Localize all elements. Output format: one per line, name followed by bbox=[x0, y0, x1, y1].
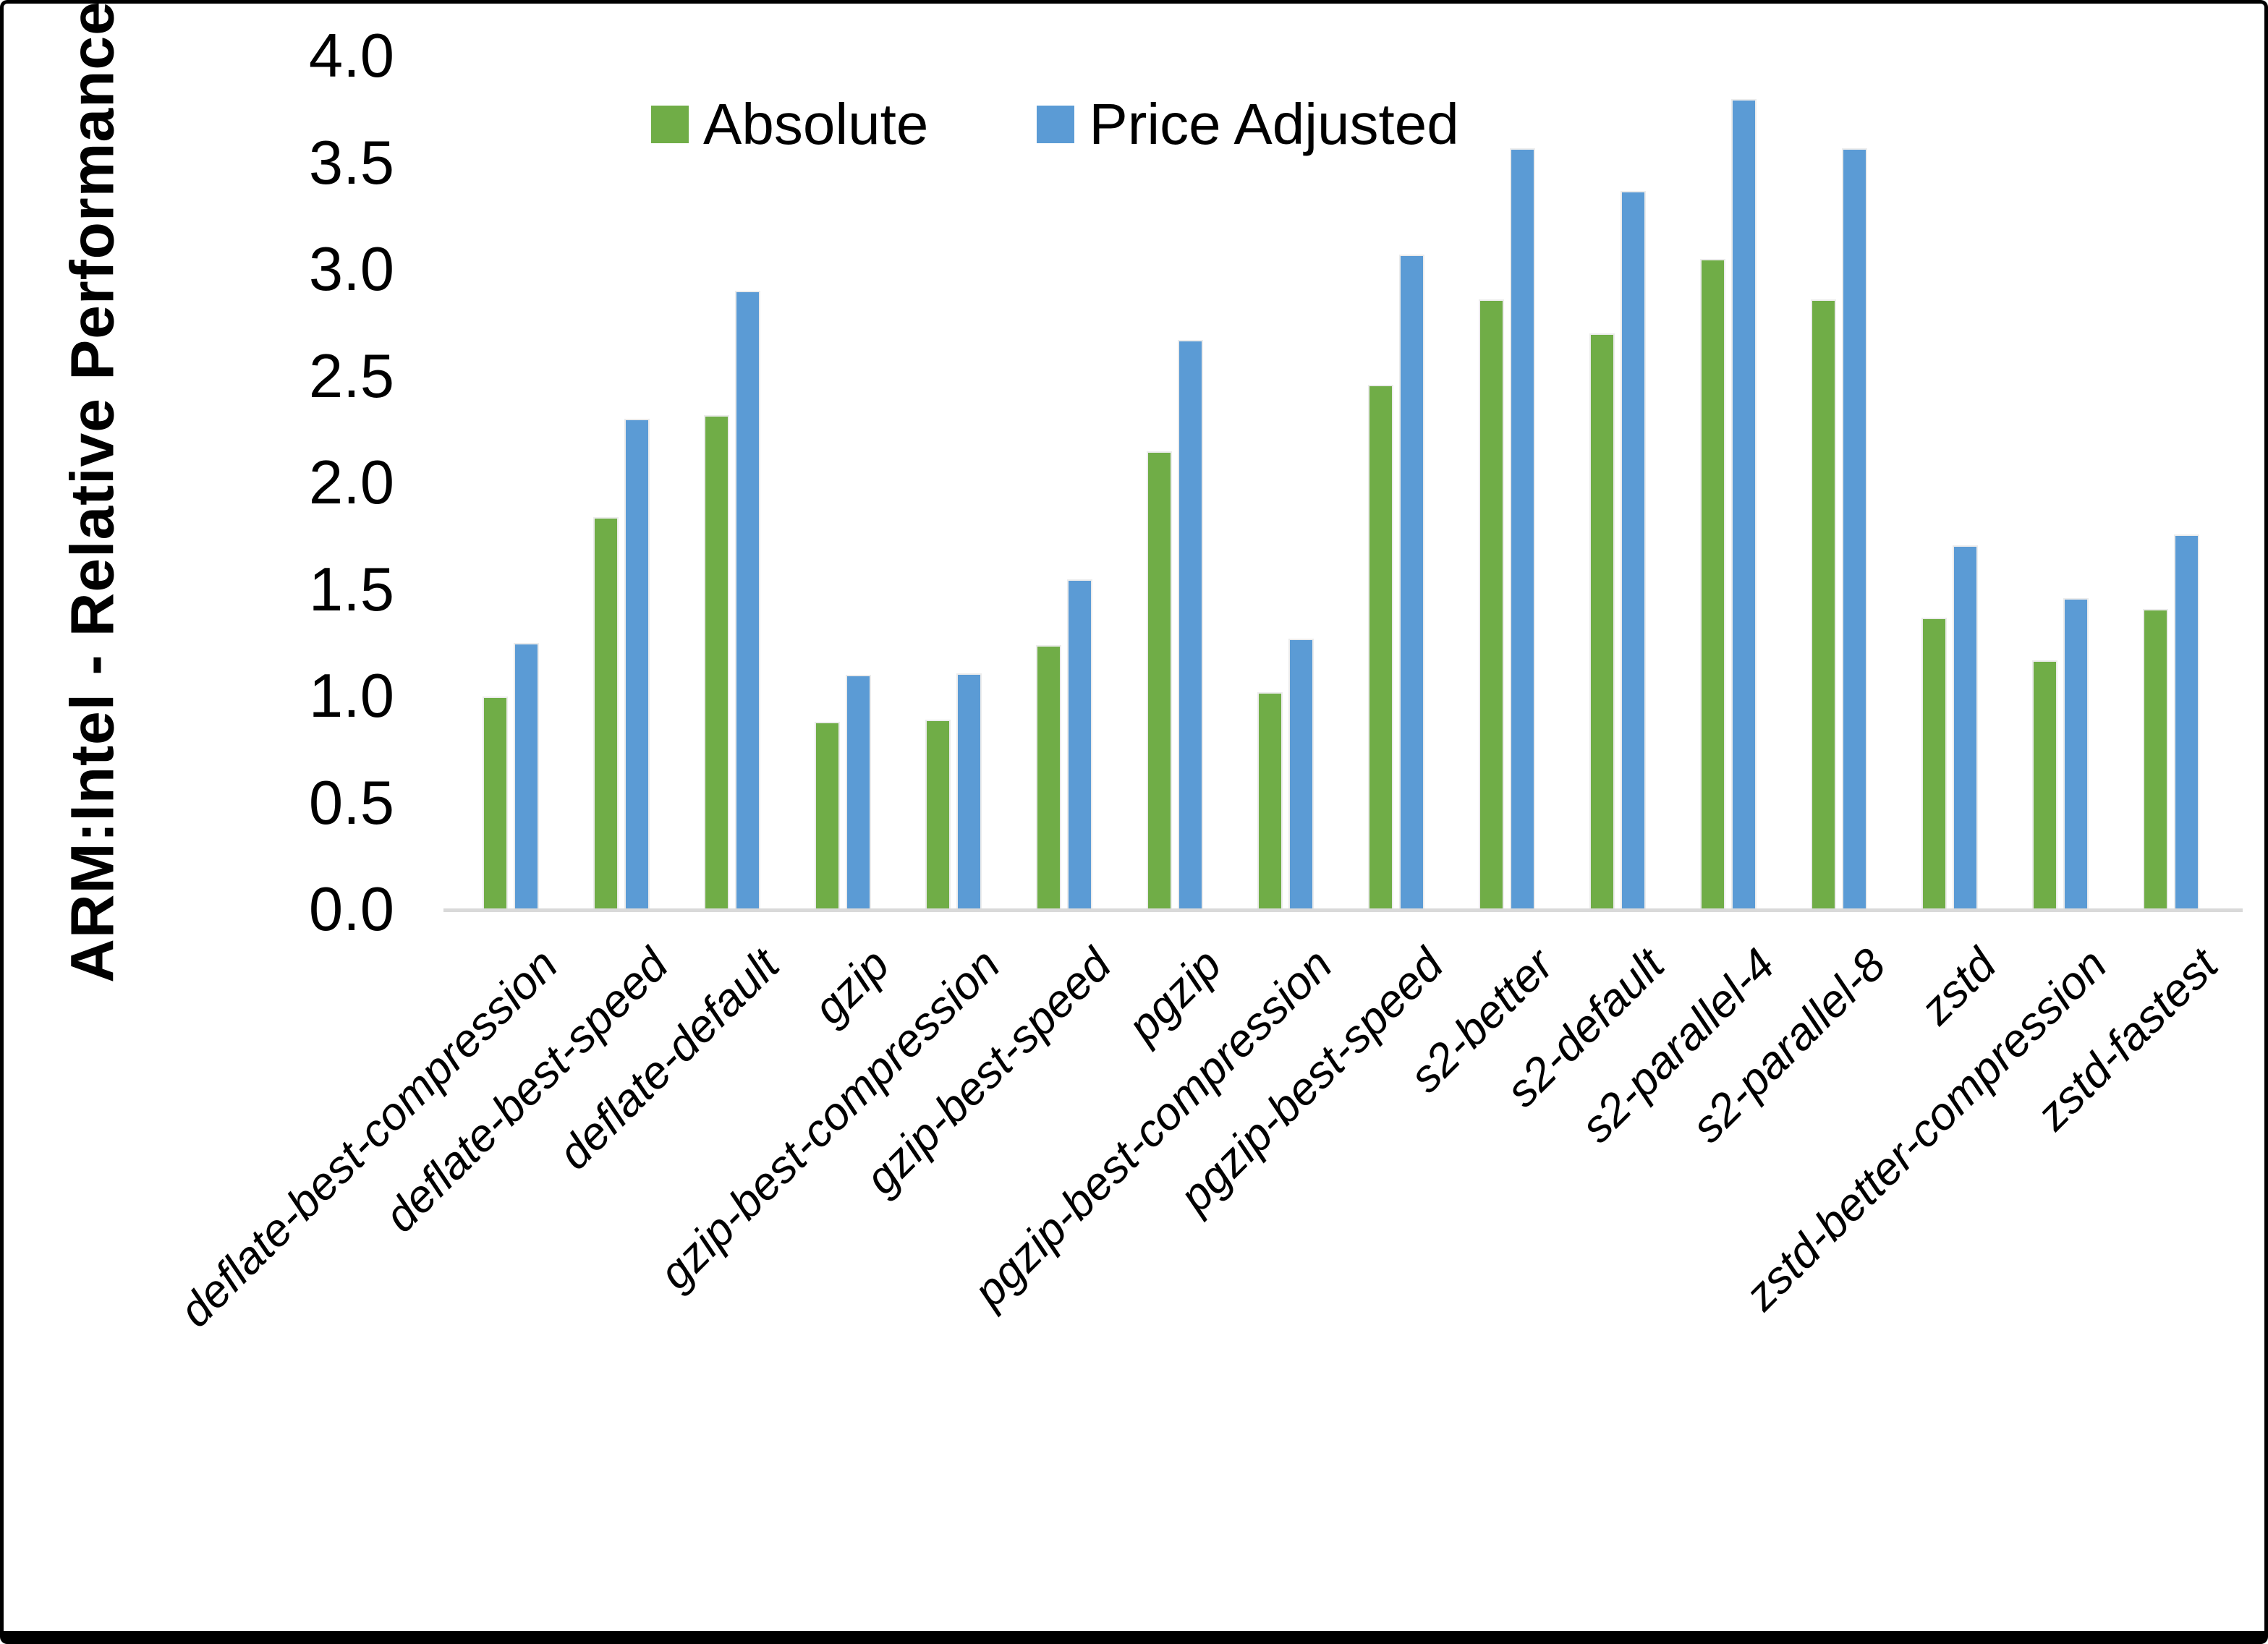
bar-price-adjusted bbox=[1731, 99, 1757, 910]
bar-price-adjusted bbox=[846, 675, 871, 910]
y-tick-label: 1.0 bbox=[308, 662, 394, 731]
x-axis-line bbox=[443, 908, 2243, 912]
y-tick-label: 2.0 bbox=[308, 448, 394, 517]
bar-price-adjusted bbox=[735, 291, 760, 910]
bar-absolute bbox=[1700, 259, 1725, 910]
bar-absolute bbox=[1257, 692, 1283, 910]
bar-absolute bbox=[1589, 333, 1615, 910]
bar-price-adjusted bbox=[1067, 579, 1092, 910]
bar-absolute bbox=[1479, 299, 1504, 910]
bar-price-adjusted bbox=[1399, 255, 1424, 910]
bar-price-adjusted bbox=[1842, 148, 1867, 910]
bar-absolute bbox=[704, 415, 729, 910]
y-tick-label: 4.0 bbox=[308, 22, 394, 90]
bar-price-adjusted bbox=[1510, 148, 1535, 910]
y-tick-label: 2.5 bbox=[308, 341, 394, 411]
y-tick-label: 0.0 bbox=[308, 875, 394, 944]
bar-price-adjusted bbox=[2174, 534, 2199, 910]
bar-absolute bbox=[815, 722, 840, 910]
bar-price-adjusted bbox=[956, 673, 982, 910]
bar-price-adjusted bbox=[1621, 191, 1646, 910]
bar-absolute bbox=[1921, 618, 1947, 910]
legend: Absolute Price Adjusted bbox=[651, 95, 1459, 153]
x-category-label: zstd bbox=[1911, 939, 2007, 1034]
legend-label-price-adjusted: Price Adjusted bbox=[1089, 92, 1459, 156]
bar-price-adjusted bbox=[1953, 545, 1978, 910]
bar-absolute bbox=[925, 720, 951, 910]
y-tick-label: 3.0 bbox=[308, 235, 394, 304]
bar-absolute bbox=[1811, 299, 1836, 910]
bar-absolute bbox=[2143, 609, 2168, 910]
bar-price-adjusted bbox=[1288, 639, 1314, 910]
bar-absolute bbox=[1036, 645, 1061, 910]
y-tick-label: 3.5 bbox=[308, 128, 394, 197]
bar-price-adjusted bbox=[514, 643, 539, 910]
y-axis-title: ARM:Intel - Relative Performance bbox=[58, 1, 127, 983]
bar-absolute bbox=[593, 517, 619, 910]
legend-swatch-absolute bbox=[651, 106, 689, 143]
y-tick-label: 0.5 bbox=[308, 768, 394, 838]
legend-item-absolute: Absolute bbox=[651, 95, 928, 153]
legend-swatch-price-adjusted bbox=[1037, 106, 1075, 143]
x-category-label: gzip bbox=[804, 939, 900, 1034]
y-tick-label: 1.5 bbox=[308, 555, 394, 624]
bar-absolute bbox=[1368, 385, 1393, 910]
bar-absolute bbox=[2032, 660, 2057, 910]
legend-item-price-adjusted: Price Adjusted bbox=[1037, 92, 1459, 156]
legend-label-absolute: Absolute bbox=[703, 92, 929, 156]
bar-absolute bbox=[1147, 451, 1172, 910]
bar-absolute bbox=[483, 697, 508, 910]
bar-price-adjusted bbox=[1178, 340, 1203, 910]
bar-price-adjusted bbox=[2063, 598, 2089, 910]
bar-price-adjusted bbox=[624, 419, 650, 910]
